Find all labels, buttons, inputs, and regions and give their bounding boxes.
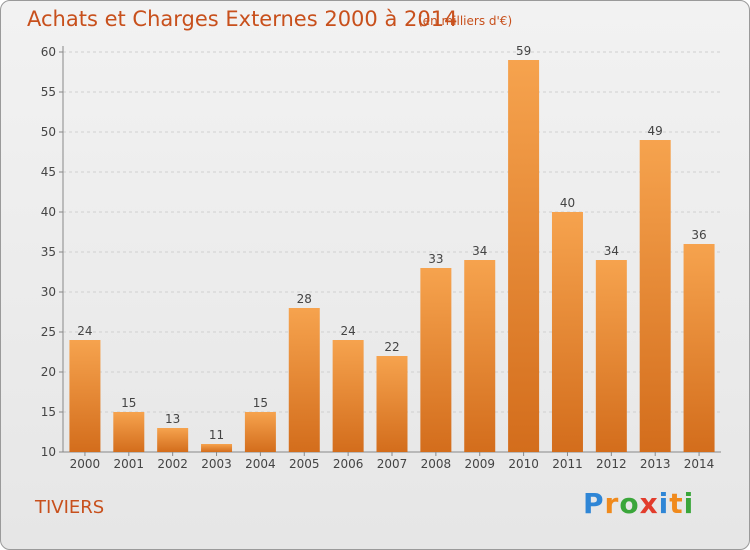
data-label: 22 — [384, 340, 399, 354]
y-tick-label: 45 — [41, 165, 56, 179]
x-tick-label: 2005 — [289, 457, 320, 471]
data-label: 24 — [340, 324, 355, 338]
data-label: 24 — [77, 324, 92, 338]
data-label: 36 — [691, 228, 706, 242]
data-label: 40 — [560, 196, 575, 210]
y-tick-label: 35 — [41, 245, 56, 259]
chart-subtitle: (en milliers d'€) — [418, 14, 513, 28]
x-tick-label: 2007 — [377, 457, 408, 471]
logo-letter: o — [619, 487, 640, 520]
x-tick-label: 2010 — [508, 457, 539, 471]
bar-layer — [69, 60, 715, 452]
data-label: 34 — [472, 244, 487, 258]
data-label: 11 — [209, 428, 224, 442]
bar — [288, 308, 320, 452]
y-tick-label: 10 — [41, 445, 56, 459]
label-layer: 24 2000 15 2001 13 2002 11 2003 15 2004 28 2005 24 20… — [70, 44, 715, 471]
chart-title: Achats et Charges Externes 2000 à 2014 — [27, 7, 458, 31]
y-tick-label: 55 — [41, 85, 56, 99]
logo-letter: r — [604, 487, 620, 520]
y-tick-label: 25 — [41, 325, 56, 339]
y-tick-label: 40 — [41, 205, 56, 219]
y-tick-label: 20 — [41, 365, 56, 379]
logo-letter: i — [658, 487, 670, 520]
x-tick-label: 2004 — [245, 457, 276, 471]
bar — [201, 444, 233, 452]
y-tick-label: 15 — [41, 405, 56, 419]
bar — [639, 140, 671, 452]
x-tick-label: 2000 — [70, 457, 101, 471]
proxiti-logo: Proxiti — [583, 487, 694, 520]
logo-letter: i — [683, 487, 695, 520]
bar — [244, 412, 276, 452]
data-label: 15 — [121, 396, 136, 410]
bar — [332, 340, 364, 452]
bar — [420, 268, 452, 452]
x-tick-label: 2014 — [684, 457, 715, 471]
bar — [157, 428, 189, 452]
x-tick-label: 2009 — [464, 457, 495, 471]
data-label: 34 — [604, 244, 619, 258]
axis-layer: 10 15 20 25 30 35 40 45 50 55 60 — [41, 45, 721, 459]
commune-name: TIVIERS — [35, 497, 105, 518]
bar — [376, 356, 408, 452]
x-tick-label: 2012 — [596, 457, 627, 471]
data-label: 13 — [165, 412, 180, 426]
data-label: 59 — [516, 44, 531, 58]
bar — [683, 244, 715, 452]
y-tick-label: 30 — [41, 285, 56, 299]
data-label: 15 — [253, 396, 268, 410]
data-label: 28 — [297, 292, 312, 306]
logo-letter: t — [669, 487, 684, 520]
data-label: 49 — [648, 124, 663, 138]
bar — [595, 260, 627, 452]
x-tick-label: 2011 — [552, 457, 583, 471]
data-label: 33 — [428, 252, 443, 266]
bar — [69, 340, 101, 452]
x-tick-label: 2001 — [114, 457, 145, 471]
y-tick-label: 60 — [41, 45, 56, 59]
x-tick-label: 2002 — [157, 457, 188, 471]
bar — [508, 60, 540, 452]
x-tick-label: 2008 — [421, 457, 452, 471]
logo-letter: P — [583, 487, 605, 520]
bar — [464, 260, 496, 452]
logo-letter: x — [639, 487, 659, 520]
y-tick-label: 50 — [41, 125, 56, 139]
bar — [551, 212, 583, 452]
x-tick-label: 2006 — [333, 457, 364, 471]
x-tick-label: 2013 — [640, 457, 671, 471]
x-tick-label: 2003 — [201, 457, 232, 471]
bar — [113, 412, 145, 452]
